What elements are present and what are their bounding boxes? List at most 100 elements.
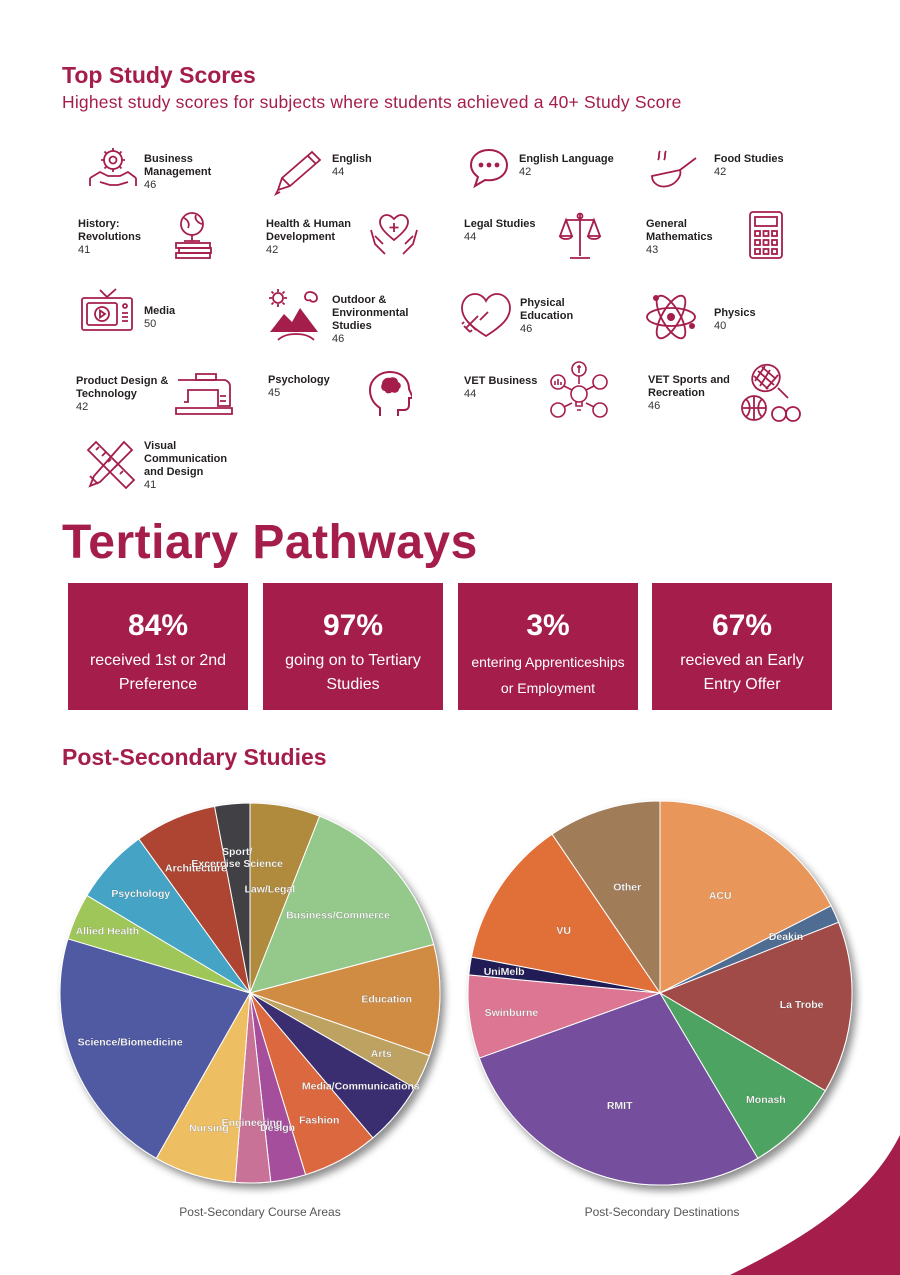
business-network-icon	[550, 361, 608, 418]
pie-slice	[658, 921, 853, 1092]
pie-slice-label: ACU	[709, 890, 732, 902]
subject-score: 44	[464, 231, 477, 243]
pie-slice-label: Education	[361, 993, 412, 1005]
course-areas-caption: Post-Secondary Course Areas	[179, 1205, 341, 1219]
subject-name: Physics	[714, 307, 756, 319]
pie-slice-label: UniMelb	[484, 966, 525, 978]
pie-slice-label: Engineering	[222, 1117, 283, 1129]
stat-card-apprenticeships: 3% entering Apprenticeships or Employmen…	[458, 583, 638, 710]
stat-value: 84%	[127, 609, 189, 642]
subject-name: History: Revolutions	[78, 218, 141, 243]
subject-score: 42	[519, 166, 532, 178]
stat-label: recieved an Early Entry Offer	[680, 652, 804, 693]
stat-value: 3%	[526, 609, 570, 642]
globe-books-icon	[175, 212, 212, 259]
pie-slice-label: Nursing	[189, 1122, 229, 1134]
pie-slice	[551, 800, 661, 995]
pie-slice-label: RMIT	[607, 1100, 633, 1112]
stat-value: 67%	[711, 609, 773, 642]
subject-name: Food Studies	[714, 153, 784, 165]
pie-slice-label: Monash	[746, 1094, 786, 1106]
subject-score: 50	[144, 318, 157, 330]
pie-slice-label: Science/Biomedicine	[78, 1036, 183, 1048]
subject-name: Outdoor & Environmental Studies	[332, 294, 409, 332]
pie-slice	[478, 992, 759, 1186]
pencil-icon	[273, 150, 322, 197]
business-management-icon	[89, 148, 137, 186]
subject-name: English	[332, 153, 372, 165]
pie-slice-label: Media/Communications	[302, 1081, 420, 1093]
subject-score: 45	[268, 387, 281, 399]
tertiary-pathways-title: Tertiary Pathways	[62, 516, 478, 569]
stat-value: 97%	[322, 609, 384, 642]
sewing-machine-icon	[175, 373, 233, 415]
subject-score: 40	[714, 320, 727, 332]
top-study-scores-title: Top Study Scores	[62, 62, 256, 88]
corner-decoration	[730, 1135, 900, 1275]
stat-label: going on to Tertiary Studies	[285, 652, 421, 693]
pie-slice-label: Allied Health	[76, 925, 140, 937]
speech-bubble-icon	[469, 148, 509, 189]
pie-slice-label: Deakin	[769, 931, 803, 943]
pie-slice-label: VU	[556, 925, 571, 937]
atom-icon	[646, 294, 696, 340]
heart-dumbbell-icon	[461, 293, 511, 338]
head-brain-icon	[368, 370, 412, 416]
subject-score: 41	[144, 479, 157, 491]
sports-balls-icon	[741, 363, 801, 422]
pie-slice-label: Arts	[371, 1048, 392, 1060]
subject-name: VET Sports and Recreation	[648, 374, 730, 399]
subject-score: 46	[520, 323, 533, 335]
pie-slice-label: Business/Commerce	[286, 910, 390, 922]
pie-slice	[59, 938, 251, 1159]
subject-score: 44	[332, 166, 345, 178]
subject-score: 46	[332, 333, 345, 345]
mountain-sun-icon	[269, 289, 318, 341]
pie-slice	[249, 815, 435, 994]
pie-slice-label: Other	[613, 882, 641, 894]
course-areas-pie-chart: Law/Legal Business/Commerce Education Arts M…	[59, 802, 441, 1184]
subject-name: English Language	[519, 153, 614, 165]
subject-score: 42	[266, 244, 279, 256]
pie-slice-label: Design	[260, 1122, 295, 1134]
subject-score: 46	[144, 179, 157, 191]
subject-name: VET Business	[464, 375, 538, 387]
stat-label: entering Apprenticeships or Employment	[471, 654, 625, 696]
stat-card-tertiary: 97% going on to Tertiary Studies	[263, 583, 443, 710]
subject-name: Product Design & Technology	[76, 375, 169, 400]
stat-card-preference: 84% received 1st or 2nd Preference	[68, 583, 248, 710]
pie-slice-label: Excercise Science	[191, 858, 283, 870]
pie-slice-label: Swinburne	[485, 1007, 539, 1019]
subject-name: Media	[144, 305, 176, 317]
television-icon	[81, 288, 133, 331]
destinations-pie-chart: ACU Deakin La Trobe Monash RMIT Swinburne UniM…	[467, 800, 853, 1186]
subject-name: Business Management	[144, 153, 212, 178]
subject-score: 44	[464, 388, 477, 400]
subject-score: 46	[648, 400, 661, 412]
destinations-caption: Post-Secondary Destinations	[584, 1205, 740, 1219]
pie-slice	[213, 802, 251, 994]
post-secondary-title: Post-Secondary Studies	[62, 744, 327, 770]
subject-score: 42	[76, 401, 89, 413]
subject-score: 42	[714, 166, 727, 178]
pie-slice-label: Law/Legal	[244, 883, 295, 895]
pie-slice	[659, 800, 832, 994]
top-study-scores-subtitle: Highest study scores for subjects where …	[62, 92, 682, 112]
pie-slice-label: La Trobe	[780, 999, 824, 1011]
subject-name: Health & Human Development	[266, 218, 351, 243]
pie-slice	[659, 992, 826, 1159]
heart-hands-icon	[370, 214, 418, 255]
subject-name: Psychology	[268, 374, 330, 386]
subject-name: Legal Studies	[464, 218, 536, 230]
pie-slice-label: Sport/	[222, 846, 252, 858]
pie-slice-label: Psychology	[111, 888, 170, 900]
pie-slice-label: Fashion	[299, 1115, 339, 1127]
stat-card-early-entry: 67% recieved an Early Entry Offer	[652, 583, 832, 710]
subject-score: 43	[646, 244, 659, 256]
ruler-pencil-icon	[86, 440, 136, 490]
calculator-icon	[749, 211, 783, 259]
subject-name: Physical Education	[520, 297, 574, 322]
subject-name: General Mathematics	[646, 218, 713, 243]
stat-label: received 1st or 2nd Preference	[89, 652, 227, 693]
scales-icon	[558, 212, 602, 259]
